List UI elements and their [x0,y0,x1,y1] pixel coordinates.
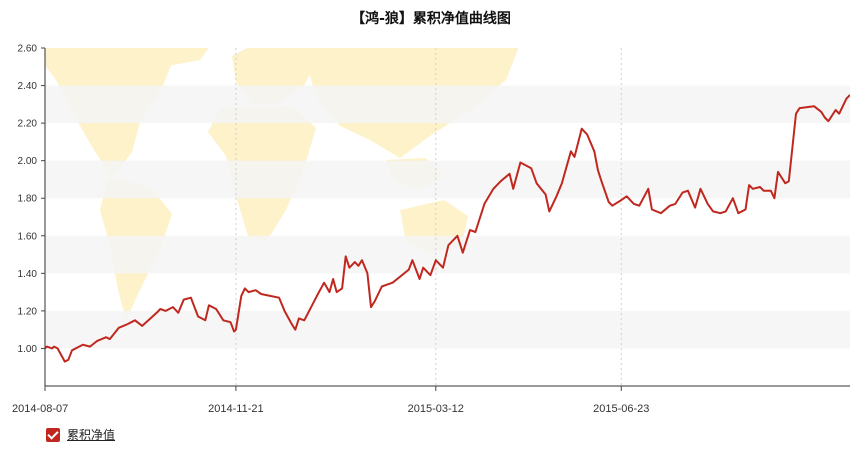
y-axis-ticks: 1.00 1.20 1.40 1.60 1.80 2.00 2.20 2.40 2.60 [18,44,45,355]
y-tick-label: 1.20 [18,306,38,317]
axes [44,48,850,387]
y-tick-label: 1.40 [18,269,38,280]
y-tick-label: 2.00 [18,156,38,167]
y-grid-bands [45,85,850,349]
y-tick-label: 1.00 [18,344,38,355]
y-tick-label: 2.20 [18,119,38,130]
x-axis-ticks: 2014-08-07 2014-11-21 2015-03-12 2015-06-23 [12,386,649,415]
y-tick-label: 1.80 [18,194,38,205]
y-tick-label: 2.60 [18,44,38,55]
series-layer [45,94,850,363]
legend-label: 累积净值 [67,428,116,442]
grid-band [45,85,850,124]
x-tick-label: 2014-08-07 [12,403,68,415]
y-tick-label: 2.40 [18,81,38,92]
grid-band [45,160,850,199]
checkbox-checked-icon[interactable] [46,427,60,442]
chart-title: 【鸿-狼】累积净值曲线图 [351,10,511,27]
series-line-累积净值 [45,94,850,363]
legend-item[interactable]: 累积净值 [46,426,115,443]
grid-band [45,235,850,274]
x-tick-label: 2015-03-12 [408,403,464,415]
x-tick-label: 2015-06-23 [593,403,649,415]
x-tick-label: 2014-11-21 [208,403,263,415]
y-tick-label: 1.60 [18,231,38,242]
grid-band [45,310,850,349]
